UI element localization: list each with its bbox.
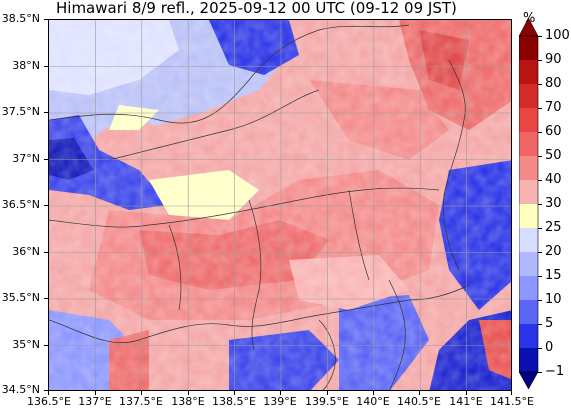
x-tick-label: 139°E	[263, 395, 297, 408]
colorbar-band	[519, 348, 538, 373]
colorbar-tick	[538, 252, 542, 253]
x-tick-mark	[373, 391, 374, 395]
colorbar-label: 80	[545, 76, 562, 91]
y-tick-label: 36.5°N	[1, 198, 40, 211]
y-tick-mark	[44, 390, 48, 391]
x-tick-label: 138°E	[171, 395, 205, 408]
colorbar-label: 5	[545, 316, 554, 331]
colorbar-label: 30	[545, 196, 562, 211]
colorbar-label: 10	[545, 292, 562, 307]
y-tick-mark	[44, 252, 48, 253]
colorbar-band	[519, 36, 538, 61]
colorbar-label: 70	[545, 100, 562, 115]
y-tick-label: 35°N	[12, 338, 40, 351]
y-tick-label: 38.5°N	[1, 12, 40, 25]
colorbar-label: 100	[545, 28, 570, 43]
colorbar-tick	[538, 204, 542, 205]
x-tick-mark	[95, 391, 96, 395]
colorbar-label: 60	[545, 124, 562, 139]
colorbar-label: −1	[545, 364, 565, 379]
y-tick-label: 35.5°N	[1, 291, 40, 304]
colorbar-band	[519, 180, 538, 205]
x-tick-mark	[234, 391, 235, 395]
x-tick-mark	[188, 391, 189, 395]
x-tick-label: 141°E	[449, 395, 483, 408]
y-tick-mark	[44, 298, 48, 299]
colorbar-tick	[538, 348, 542, 349]
x-tick-mark	[48, 391, 49, 395]
x-tick-label: 139.5°E	[305, 395, 349, 408]
reflectance-field	[49, 20, 511, 390]
colorbar-band	[519, 204, 538, 229]
y-tick-label: 34.5°N	[1, 383, 40, 396]
colorbar-band	[519, 84, 538, 109]
colorbar-band	[519, 252, 538, 277]
colorbar-band	[519, 108, 538, 133]
x-tick-label: 141.5°E	[490, 395, 534, 408]
colorbar-band	[519, 276, 538, 301]
colorbar-label: 50	[545, 148, 562, 163]
y-tick-mark	[44, 345, 48, 346]
colorbar-tick	[538, 156, 542, 157]
x-tick-mark	[511, 391, 512, 395]
satellite-reflectance-map	[48, 19, 512, 391]
colorbar-unit: %	[523, 11, 536, 26]
colorbar-tick	[538, 108, 542, 109]
colorbar	[519, 18, 539, 390]
colorbar-tick	[538, 276, 542, 277]
x-tick-mark	[466, 391, 467, 395]
x-tick-label: 140°E	[356, 395, 390, 408]
colorbar-tick	[538, 60, 542, 61]
x-tick-label: 136.5°E	[27, 395, 71, 408]
y-tick-mark	[44, 112, 48, 113]
map-title: Himawari 8/9 refl., 2025-09-12 00 UTC (0…	[56, 0, 457, 17]
colorbar-tick	[538, 228, 542, 229]
colorbar-band	[519, 156, 538, 181]
colorbar-tick	[538, 84, 542, 85]
x-tick-label: 138.5°E	[212, 395, 256, 408]
graticule	[49, 20, 511, 390]
y-tick-mark	[44, 66, 48, 67]
y-tick-label: 37°N	[12, 152, 40, 165]
colorbar-band	[519, 324, 538, 349]
colorbar-extend-bottom	[519, 371, 539, 390]
colorbar-tick	[538, 372, 542, 373]
x-tick-mark	[141, 391, 142, 395]
colorbar-tick	[538, 180, 542, 181]
colorbar-label: 90	[545, 52, 562, 67]
colorbar-extend-top	[519, 18, 539, 37]
colorbar-label: 20	[545, 244, 562, 259]
colorbar-label: 25	[545, 220, 562, 235]
y-tick-label: 38°N	[12, 59, 40, 72]
x-tick-mark	[327, 391, 328, 395]
colorbar-tick	[538, 324, 542, 325]
y-tick-mark	[44, 205, 48, 206]
x-tick-mark	[419, 391, 420, 395]
colorbar-band	[519, 228, 538, 253]
colorbar-band	[519, 132, 538, 157]
y-tick-label: 36°N	[12, 245, 40, 258]
colorbar-tick	[538, 300, 542, 301]
x-tick-label: 140.5°E	[397, 395, 441, 408]
x-tick-label: 137.5°E	[119, 395, 163, 408]
colorbar-band	[519, 300, 538, 325]
colorbar-label: 15	[545, 268, 562, 283]
y-tick-mark	[44, 19, 48, 20]
colorbar-tick	[538, 132, 542, 133]
colorbar-band	[519, 60, 538, 85]
colorbar-tick	[538, 36, 542, 37]
x-tick-mark	[280, 391, 281, 395]
y-tick-label: 37.5°N	[1, 105, 40, 118]
coastline-lines	[49, 24, 470, 390]
colorbar-label: 40	[545, 172, 562, 187]
x-tick-label: 137°E	[78, 395, 112, 408]
y-tick-mark	[44, 159, 48, 160]
colorbar-label: 0	[545, 340, 554, 355]
